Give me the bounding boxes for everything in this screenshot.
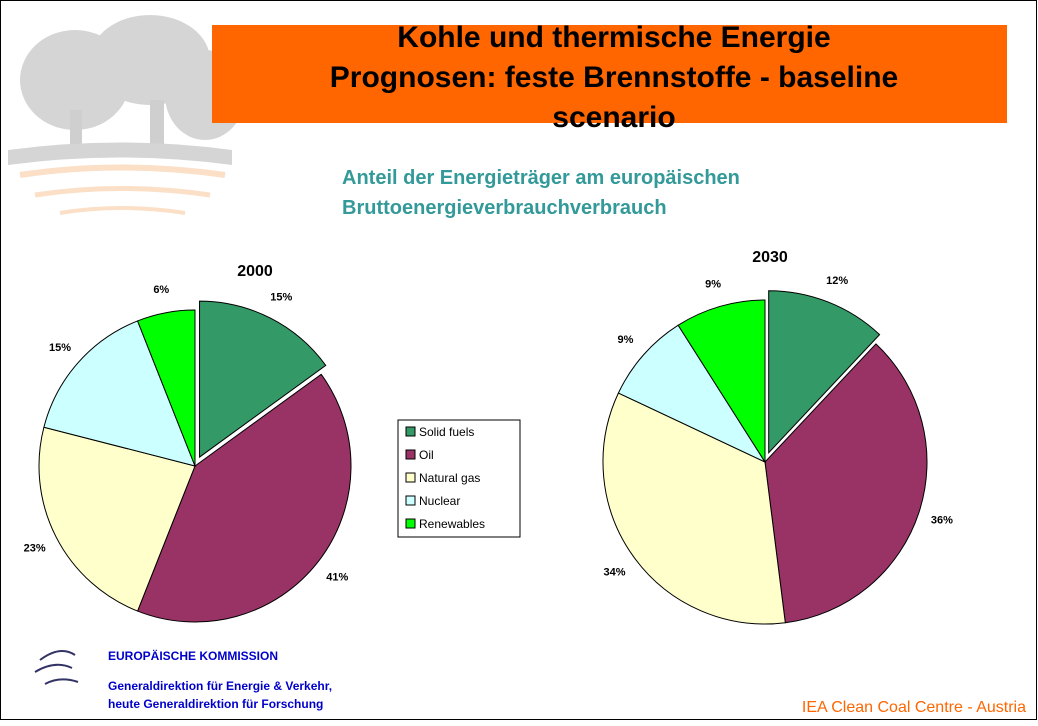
tree-logo xyxy=(8,15,245,215)
pie-slice xyxy=(136,373,352,623)
legend-swatch xyxy=(405,518,416,529)
pie-slice xyxy=(617,324,767,464)
eu-logo xyxy=(34,650,79,685)
data-label: 15% xyxy=(49,342,71,354)
data-label: 34% xyxy=(604,566,626,578)
slide-title: Kohle und thermische Energie xyxy=(397,21,830,54)
legend-swatch xyxy=(405,495,416,506)
data-label: 12% xyxy=(826,275,848,287)
pie-slice xyxy=(199,300,327,459)
legend-label: Natural gas xyxy=(419,471,480,485)
pie-slice xyxy=(136,309,196,467)
title-band xyxy=(212,25,1007,123)
subtitle: Anteil der Energieträger am europäischen xyxy=(342,167,740,189)
org-text: EUROPÄISCHE KOMMISSION xyxy=(108,648,278,663)
slide-title: scenario xyxy=(552,101,675,134)
legend-label: Solid fuels xyxy=(419,425,474,439)
data-label: 9% xyxy=(705,278,721,290)
data-label: 36% xyxy=(931,514,953,526)
legend-swatch xyxy=(405,472,416,483)
data-label: 15% xyxy=(270,292,292,304)
data-label: 23% xyxy=(24,543,46,555)
pie-slice xyxy=(602,392,786,625)
org-text: Generaldirektion für Energie & Verkehr, xyxy=(108,679,332,693)
legend-swatch xyxy=(405,426,416,437)
chart-title: 2000 xyxy=(237,263,273,280)
legend-label: Oil xyxy=(419,448,434,462)
pie-slice xyxy=(43,320,196,467)
pie-slice xyxy=(764,343,928,624)
legend-label: Renewables xyxy=(419,517,485,531)
legend-swatch xyxy=(405,449,416,460)
slide-title: Prognosen: feste Brennstoffe - baseline xyxy=(330,61,898,94)
pie-slice xyxy=(38,426,196,612)
footer: IEA Clean Coal Centre - Austria xyxy=(802,699,1026,716)
data-label: 9% xyxy=(618,334,634,346)
data-label: 6% xyxy=(153,284,169,296)
legend-box xyxy=(397,419,521,538)
org-text: heute Generaldirektion für Forschung xyxy=(108,697,323,711)
pie-slice xyxy=(677,299,766,464)
data-label: 41% xyxy=(326,571,348,583)
legend-label: Nuclear xyxy=(419,494,460,508)
pie-slice xyxy=(768,290,881,454)
subtitle: Bruttoenergieverbrauchverbrauch xyxy=(342,197,667,219)
chart-title: 2030 xyxy=(752,249,788,266)
